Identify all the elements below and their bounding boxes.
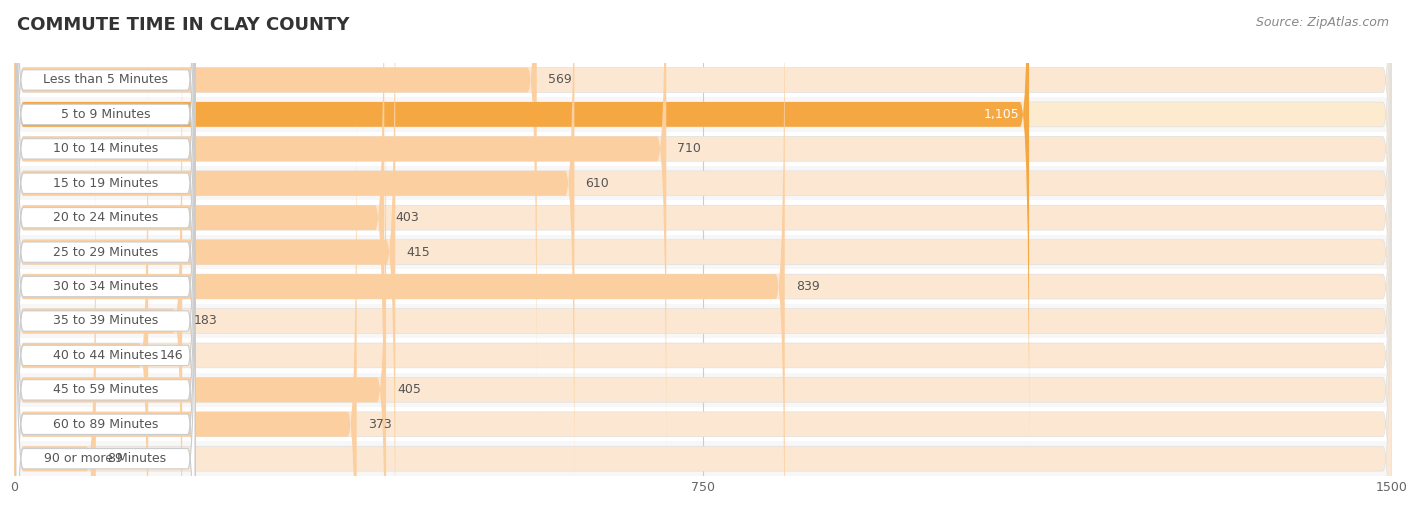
Bar	[14, 166, 1392, 200]
FancyBboxPatch shape	[14, 24, 1392, 523]
FancyBboxPatch shape	[15, 0, 195, 517]
FancyBboxPatch shape	[14, 0, 384, 523]
FancyBboxPatch shape	[15, 0, 195, 380]
FancyBboxPatch shape	[15, 124, 195, 523]
FancyBboxPatch shape	[14, 0, 666, 481]
Text: 405: 405	[396, 383, 420, 396]
Text: 60 to 89 Minutes: 60 to 89 Minutes	[53, 418, 157, 431]
Bar	[14, 132, 1392, 166]
FancyBboxPatch shape	[14, 0, 1392, 481]
Text: 15 to 19 Minutes: 15 to 19 Minutes	[53, 177, 157, 190]
Text: 20 to 24 Minutes: 20 to 24 Minutes	[53, 211, 157, 224]
Text: 373: 373	[368, 418, 391, 431]
FancyBboxPatch shape	[14, 0, 1029, 446]
FancyBboxPatch shape	[14, 93, 1392, 523]
Text: 5 to 9 Minutes: 5 to 9 Minutes	[60, 108, 150, 121]
Text: Source: ZipAtlas.com: Source: ZipAtlas.com	[1256, 16, 1389, 29]
Bar	[14, 97, 1392, 132]
Text: 90 or more Minutes: 90 or more Minutes	[45, 452, 166, 465]
Text: 10 to 14 Minutes: 10 to 14 Minutes	[53, 142, 157, 155]
FancyBboxPatch shape	[14, 0, 1392, 523]
FancyBboxPatch shape	[14, 58, 1392, 523]
FancyBboxPatch shape	[15, 90, 195, 523]
Text: 415: 415	[406, 246, 430, 259]
Text: 30 to 34 Minutes: 30 to 34 Minutes	[53, 280, 157, 293]
FancyBboxPatch shape	[14, 58, 387, 523]
FancyBboxPatch shape	[14, 0, 1392, 412]
FancyBboxPatch shape	[15, 194, 195, 523]
Text: 146: 146	[159, 349, 183, 362]
Bar	[14, 372, 1392, 407]
Text: 710: 710	[678, 142, 702, 155]
Text: 403: 403	[395, 211, 419, 224]
Text: 839: 839	[796, 280, 820, 293]
Bar	[14, 235, 1392, 269]
Text: Less than 5 Minutes: Less than 5 Minutes	[44, 73, 167, 86]
FancyBboxPatch shape	[14, 0, 785, 523]
Text: 1,105: 1,105	[984, 108, 1019, 121]
Bar	[14, 338, 1392, 372]
Bar	[14, 200, 1392, 235]
FancyBboxPatch shape	[14, 0, 395, 523]
Bar	[14, 441, 1392, 476]
Text: 569: 569	[548, 73, 571, 86]
FancyBboxPatch shape	[14, 0, 575, 515]
FancyBboxPatch shape	[15, 0, 195, 449]
Text: 183: 183	[193, 314, 217, 327]
Text: COMMUTE TIME IN CLAY COUNTY: COMMUTE TIME IN CLAY COUNTY	[17, 16, 349, 33]
Bar	[14, 269, 1392, 304]
FancyBboxPatch shape	[14, 0, 1392, 523]
FancyBboxPatch shape	[14, 0, 1392, 446]
Text: 25 to 29 Minutes: 25 to 29 Minutes	[53, 246, 157, 259]
Text: 45 to 59 Minutes: 45 to 59 Minutes	[53, 383, 157, 396]
Text: 40 to 44 Minutes: 40 to 44 Minutes	[53, 349, 157, 362]
FancyBboxPatch shape	[14, 0, 537, 412]
FancyBboxPatch shape	[14, 93, 357, 523]
Bar	[14, 304, 1392, 338]
FancyBboxPatch shape	[15, 0, 195, 414]
FancyBboxPatch shape	[15, 21, 195, 523]
Text: 89: 89	[107, 452, 122, 465]
Text: 610: 610	[585, 177, 609, 190]
Bar	[14, 407, 1392, 441]
FancyBboxPatch shape	[14, 24, 148, 523]
FancyBboxPatch shape	[15, 0, 195, 345]
Text: 35 to 39 Minutes: 35 to 39 Minutes	[53, 314, 157, 327]
FancyBboxPatch shape	[14, 127, 96, 523]
FancyBboxPatch shape	[14, 0, 1392, 515]
FancyBboxPatch shape	[15, 159, 195, 523]
Bar	[14, 63, 1392, 97]
FancyBboxPatch shape	[14, 0, 1392, 523]
FancyBboxPatch shape	[14, 0, 183, 523]
FancyBboxPatch shape	[14, 127, 1392, 523]
FancyBboxPatch shape	[15, 56, 195, 523]
FancyBboxPatch shape	[15, 0, 195, 483]
FancyBboxPatch shape	[14, 0, 1392, 523]
